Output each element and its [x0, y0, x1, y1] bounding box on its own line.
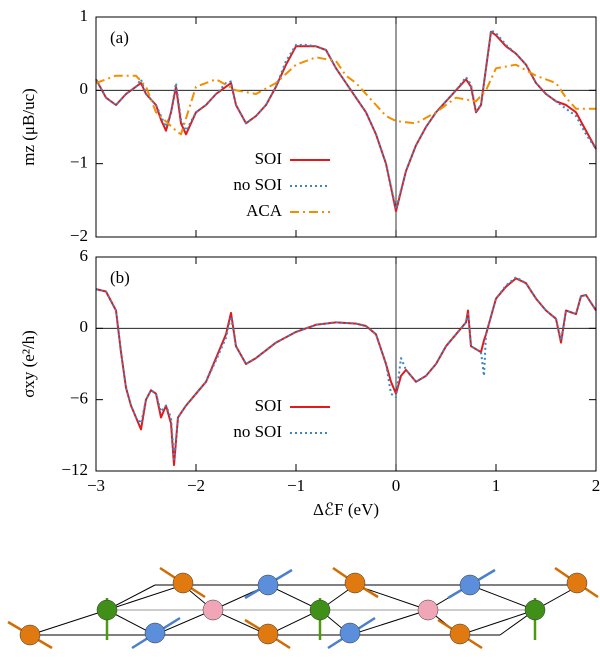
- y-tick-label: 0: [80, 79, 89, 98]
- atom: [417, 599, 439, 621]
- atom: [309, 599, 331, 621]
- y-axis-label: σxy (e²/h): [19, 330, 38, 398]
- legend-label: SOI: [255, 396, 283, 415]
- atom-arrows: [7, 566, 599, 650]
- x-tick-label: 1: [492, 476, 501, 495]
- x-tick-label: −3: [87, 476, 105, 495]
- atom: [524, 599, 546, 621]
- atom: [459, 574, 481, 596]
- legend-label: ACA: [246, 201, 283, 220]
- atom: [339, 622, 361, 644]
- atom: [144, 622, 166, 644]
- y-tick-label: −6: [70, 389, 88, 408]
- atom: [257, 623, 279, 645]
- data-line: [95, 29, 597, 211]
- atom: [344, 572, 366, 594]
- y-tick-label: 0: [80, 317, 89, 336]
- data-line: [95, 30, 597, 213]
- data-line: [95, 276, 597, 461]
- plot-frame: [95, 16, 597, 238]
- x-tick-label: 2: [592, 476, 600, 495]
- atom: [172, 572, 194, 594]
- atom: [19, 624, 41, 646]
- y-axis-label: mz (μB/uc): [19, 88, 38, 166]
- legend-label: SOI: [255, 149, 283, 168]
- atom: [566, 572, 588, 594]
- y-tick-label: −12: [61, 460, 88, 479]
- y-tick-label: 6: [80, 246, 89, 265]
- legend-label: no SOI: [233, 422, 282, 441]
- x-tick-label: −1: [287, 476, 305, 495]
- lattice-line: [106, 584, 537, 636]
- data-line: [95, 56, 596, 136]
- y-tick-label: −2: [70, 226, 88, 245]
- x-axis-label: ΔℰF (eV): [313, 500, 379, 519]
- atoms: [19, 572, 588, 646]
- data-line: [95, 277, 597, 467]
- x-tick-label: −2: [187, 476, 205, 495]
- atom: [257, 574, 279, 596]
- atom: [202, 599, 224, 621]
- atom: [96, 599, 118, 621]
- plot-frame: [95, 256, 597, 472]
- panel-label: (b): [110, 268, 130, 287]
- y-tick-label: −1: [70, 153, 88, 172]
- x-tick-label: 0: [392, 476, 401, 495]
- y-tick-label: 1: [80, 6, 89, 25]
- atom: [449, 623, 471, 645]
- panel-label: (a): [110, 28, 129, 47]
- legend-label: no SOI: [233, 175, 282, 194]
